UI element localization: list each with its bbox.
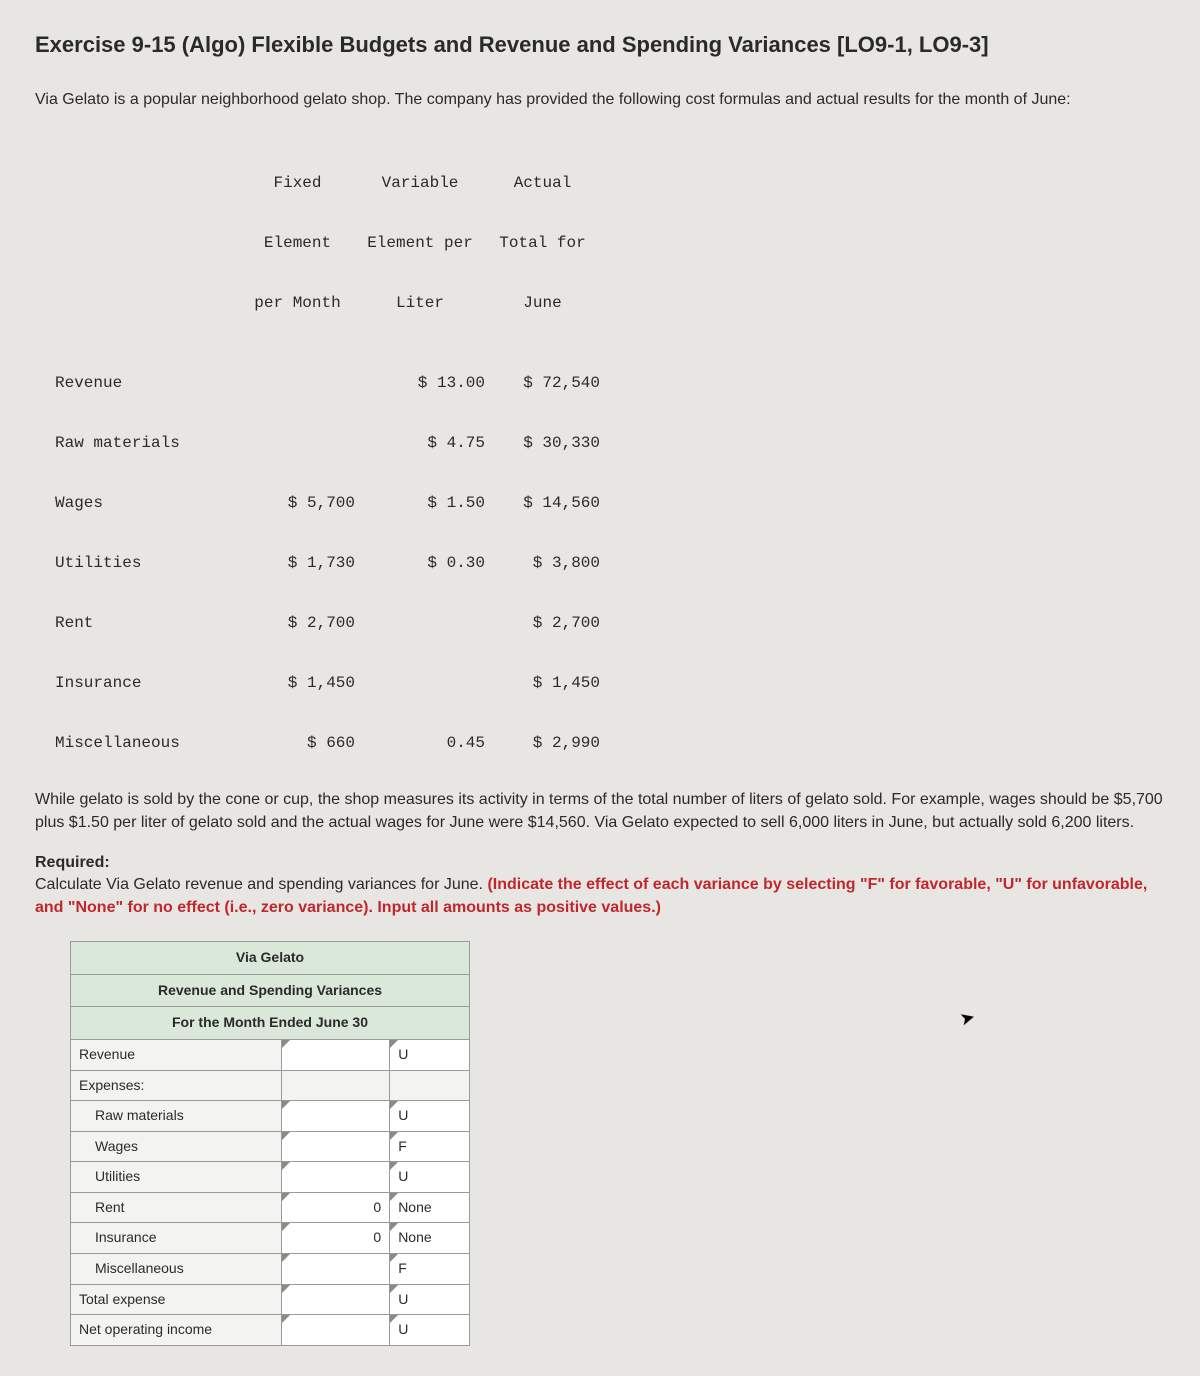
required-paragraph: Required: Calculate Via Gelato revenue a… [35, 852, 1165, 919]
cost-variable: $ 4.75 [355, 433, 485, 453]
cost-label: Rent [55, 613, 240, 633]
variance-amount-input[interactable] [281, 1101, 389, 1132]
variance-effect-select[interactable]: F [390, 1254, 470, 1285]
cost-row-utilities: Utilities $ 1,730 $ 0.30 $ 3,800 [55, 553, 1165, 573]
answer-title-company: Via Gelato [71, 942, 470, 975]
col-header-variable-2: Element per [355, 233, 485, 253]
cost-label: Utilities [55, 553, 240, 573]
variance-amount-input[interactable] [281, 1162, 389, 1193]
answer-row: Rent0None [71, 1192, 470, 1223]
cost-label: Revenue [55, 373, 240, 393]
variance-amount-input[interactable] [281, 1131, 389, 1162]
cost-fixed: $ 1,730 [240, 553, 355, 573]
answer-row-label: Wages [71, 1131, 282, 1162]
variance-effect-select[interactable]: None [390, 1192, 470, 1223]
answer-row-label: Insurance [71, 1223, 282, 1254]
variance-amount-input[interactable] [281, 1039, 389, 1070]
answer-row-label: Net operating income [71, 1315, 282, 1346]
cost-formula-table: Fixed Variable Actual Element Element pe… [55, 133, 1165, 773]
variance-amount-input[interactable] [281, 1284, 389, 1315]
variance-effect-select [390, 1070, 470, 1101]
variance-effect-select[interactable]: U [390, 1315, 470, 1346]
answer-row-label: Revenue [71, 1039, 282, 1070]
col-header-variable-3: Liter [355, 293, 485, 313]
answer-row: Net operating income U [71, 1315, 470, 1346]
cost-actual: $ 72,540 [485, 373, 600, 393]
cost-variable: $ 1.50 [355, 493, 485, 513]
answer-row: Raw materials U [71, 1101, 470, 1132]
explanation-paragraph: While gelato is sold by the cone or cup,… [35, 789, 1165, 834]
cost-actual: $ 14,560 [485, 493, 600, 513]
answer-row: Wages F [71, 1131, 470, 1162]
cost-row-rent: Rent $ 2,700 $ 2,700 [55, 613, 1165, 633]
mouse-cursor-icon: ➤ [957, 1004, 978, 1032]
cost-variable: $ 13.00 [355, 373, 485, 393]
col-header-actual-1: Actual [485, 173, 600, 193]
cost-actual: $ 2,990 [485, 733, 600, 753]
variance-amount-input[interactable] [281, 1315, 389, 1346]
cost-variable [355, 673, 485, 693]
cost-actual: $ 2,700 [485, 613, 600, 633]
cost-row-revenue: Revenue $ 13.00 $ 72,540 [55, 373, 1165, 393]
cost-row-raw-materials: Raw materials $ 4.75 $ 30,330 [55, 433, 1165, 453]
required-text: Calculate Via Gelato revenue and spendin… [35, 876, 487, 893]
answer-row: Insurance0None [71, 1223, 470, 1254]
answer-row-label: Miscellaneous [71, 1254, 282, 1285]
col-header-fixed-3: per Month [240, 293, 355, 313]
cost-fixed: $ 660 [240, 733, 355, 753]
answer-title-report: Revenue and Spending Variances [71, 974, 470, 1007]
answer-row-label: Utilities [71, 1162, 282, 1193]
variance-effect-select[interactable]: None [390, 1223, 470, 1254]
answer-title-period: For the Month Ended June 30 [71, 1007, 470, 1040]
answer-row-label: Expenses: [71, 1070, 282, 1101]
exercise-title: Exercise 9-15 (Algo) Flexible Budgets an… [35, 30, 1165, 61]
variance-amount-input[interactable] [281, 1254, 389, 1285]
answer-table: Via Gelato Revenue and Spending Variance… [70, 941, 470, 1346]
col-header-variable-1: Variable [355, 173, 485, 193]
variance-amount-input [281, 1070, 389, 1101]
col-header-actual-3: June [485, 293, 600, 313]
cost-row-miscellaneous: Miscellaneous $ 660 0.45 $ 2,990 [55, 733, 1165, 753]
col-header-actual-2: Total for [485, 233, 600, 253]
required-label: Required: [35, 854, 110, 871]
cost-fixed [240, 433, 355, 453]
answer-row: Revenue U [71, 1039, 470, 1070]
answer-row: Miscellaneous F [71, 1254, 470, 1285]
intro-paragraph: Via Gelato is a popular neighborhood gel… [35, 89, 1165, 111]
cost-label: Insurance [55, 673, 240, 693]
variance-effect-select[interactable]: U [390, 1162, 470, 1193]
cost-variable: $ 0.30 [355, 553, 485, 573]
variance-amount-input[interactable]: 0 [281, 1223, 389, 1254]
cost-fixed [240, 373, 355, 393]
cost-actual: $ 1,450 [485, 673, 600, 693]
cost-label: Raw materials [55, 433, 240, 453]
cost-actual: $ 3,800 [485, 553, 600, 573]
cost-actual: $ 30,330 [485, 433, 600, 453]
cost-row-wages: Wages $ 5,700 $ 1.50 $ 14,560 [55, 493, 1165, 513]
variance-effect-select[interactable]: F [390, 1131, 470, 1162]
variance-effect-select[interactable]: U [390, 1284, 470, 1315]
answer-row: Total expense U [71, 1284, 470, 1315]
answer-row: Expenses: [71, 1070, 470, 1101]
answer-row-label: Rent [71, 1192, 282, 1223]
cost-variable: 0.45 [355, 733, 485, 753]
col-header-fixed-2: Element [240, 233, 355, 253]
variance-amount-input[interactable]: 0 [281, 1192, 389, 1223]
cost-row-insurance: Insurance $ 1,450 $ 1,450 [55, 673, 1165, 693]
answer-row: Utilities U [71, 1162, 470, 1193]
cost-fixed: $ 1,450 [240, 673, 355, 693]
variance-effect-select[interactable]: U [390, 1039, 470, 1070]
col-header-fixed-1: Fixed [240, 173, 355, 193]
answer-row-label: Total expense [71, 1284, 282, 1315]
cost-fixed: $ 2,700 [240, 613, 355, 633]
cost-fixed: $ 5,700 [240, 493, 355, 513]
cost-label: Miscellaneous [55, 733, 240, 753]
answer-row-label: Raw materials [71, 1101, 282, 1132]
cost-label: Wages [55, 493, 240, 513]
variance-effect-select[interactable]: U [390, 1101, 470, 1132]
cost-variable [355, 613, 485, 633]
